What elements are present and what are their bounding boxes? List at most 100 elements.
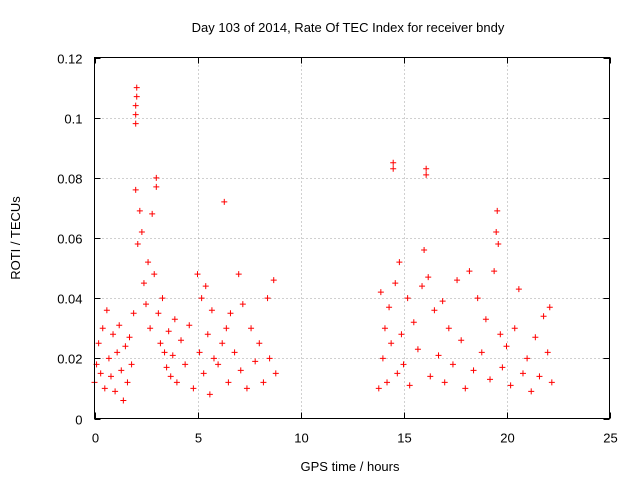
data-point [147, 325, 154, 332]
data-point [419, 283, 426, 290]
data-point [390, 159, 397, 166]
x-tick-label: 15 [397, 431, 411, 446]
data-point [231, 349, 238, 356]
y-tick-label: 0.12 [57, 52, 82, 67]
data-point [439, 298, 446, 305]
data-point [487, 376, 494, 383]
data-point [421, 247, 428, 254]
data-point [178, 337, 185, 344]
data-point [128, 361, 135, 368]
x-tick-label: 25 [603, 431, 617, 446]
data-point [499, 364, 506, 371]
data-point [133, 84, 140, 91]
data-point [223, 325, 230, 332]
data-point [132, 120, 139, 127]
data-point [126, 334, 133, 341]
x-axis-label: GPS time / hours [301, 459, 400, 474]
data-point [186, 322, 193, 329]
data-point [544, 349, 551, 356]
data-point [239, 301, 246, 308]
y-tick-label: 0.08 [57, 172, 82, 187]
data-point [171, 316, 178, 323]
data-point [406, 382, 413, 389]
data-point [414, 346, 421, 353]
data-point [114, 349, 121, 356]
data-point [159, 295, 166, 302]
data-point [167, 373, 174, 380]
data-point [149, 210, 156, 217]
y-tick-label: 0.02 [57, 352, 82, 367]
data-point [449, 361, 456, 368]
data-point [435, 352, 442, 359]
data-point [120, 397, 127, 404]
data-point [95, 340, 102, 347]
data-point [112, 388, 119, 395]
data-point [404, 295, 411, 302]
data-point [138, 228, 145, 235]
data-point [423, 171, 430, 178]
data-point [200, 370, 207, 377]
data-point [136, 207, 143, 214]
data-point [410, 319, 417, 326]
data-point [396, 259, 403, 266]
data-point [264, 295, 271, 302]
data-point [107, 373, 114, 380]
data-point [425, 274, 432, 281]
data-point [540, 313, 547, 320]
data-point [270, 277, 277, 284]
data-point [208, 307, 215, 314]
data-point [153, 174, 160, 181]
data-point [390, 165, 397, 172]
data-point [169, 352, 176, 359]
data-point [101, 385, 108, 392]
y-axis-label: ROTI / TECUs [8, 196, 23, 280]
grid-lines [94, 57, 610, 419]
axis-ticks [94, 57, 611, 420]
data-point [384, 379, 391, 386]
data-point [466, 268, 473, 275]
data-point [243, 385, 250, 392]
data-point [97, 370, 104, 377]
data-point [494, 207, 501, 214]
data-point [124, 379, 131, 386]
data-point [260, 379, 267, 386]
y-tick-label: 0.04 [57, 292, 82, 307]
data-point [528, 388, 535, 395]
data-point [132, 186, 139, 193]
data-point [182, 361, 189, 368]
data-point [225, 379, 232, 386]
data-point [381, 325, 388, 332]
data-point [272, 370, 279, 377]
data-point [133, 93, 140, 100]
data-point [524, 355, 531, 362]
x-tick-label: 0 [92, 431, 99, 446]
data-point [235, 271, 242, 278]
data-point [256, 340, 263, 347]
chart-title: Day 103 of 2014, Rate Of TEC Index for r… [192, 20, 505, 35]
y-tick-label: 0.1 [64, 112, 82, 127]
data-point [519, 370, 526, 377]
data-point [400, 361, 407, 368]
data-point [134, 241, 141, 248]
data-point [161, 349, 168, 356]
data-point [173, 379, 180, 386]
data-point [130, 310, 137, 317]
data-point [153, 183, 160, 190]
data-point [507, 382, 514, 389]
data-point [431, 307, 438, 314]
plot-frame [94, 57, 610, 419]
data-point [482, 316, 489, 323]
data-point [110, 331, 117, 338]
data-point [99, 325, 106, 332]
data-point [215, 361, 222, 368]
data-point [495, 241, 502, 248]
data-point [132, 111, 139, 118]
data-point [140, 280, 147, 287]
data-point [458, 337, 465, 344]
data-point [118, 367, 125, 374]
data-point [194, 271, 201, 278]
data-point [497, 331, 504, 338]
data-point [398, 331, 405, 338]
data-point [151, 271, 158, 278]
